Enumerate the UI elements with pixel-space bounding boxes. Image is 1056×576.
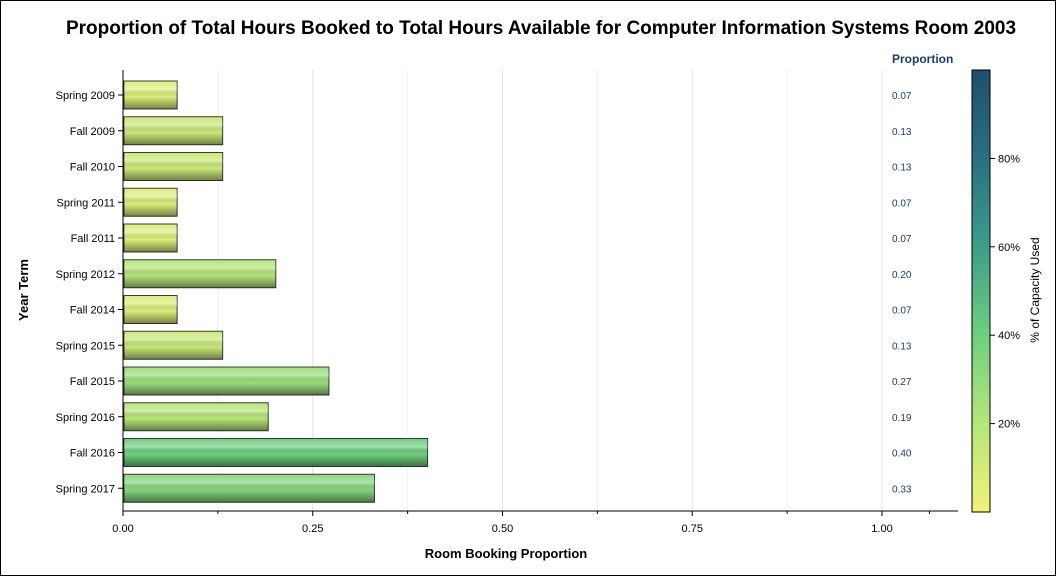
x-tick-label: 0.25 — [302, 523, 323, 535]
gridlines — [217, 70, 883, 511]
data-label: 0.07 — [892, 198, 912, 209]
bar-shading — [124, 331, 223, 360]
color-scale-tick-label: 80% — [998, 153, 1020, 165]
data-label: 0.27 — [892, 377, 912, 388]
y-tick-label: Fall 2016 — [70, 448, 115, 460]
x-tick-label: 0.75 — [682, 523, 703, 535]
bar-shading — [124, 474, 375, 503]
y-tick-label: Fall 2014 — [70, 305, 115, 317]
y-tick-labels: Spring 2009 Fall 2009 Fall 2010 Spring 2011… — [56, 90, 123, 495]
data-label: 0.07 — [892, 234, 912, 245]
color-scale-ticks: 20% 40% 60% 80% — [990, 153, 1020, 431]
bar-shading — [124, 438, 428, 467]
bar-shading — [124, 402, 269, 431]
color-scale-tick-label: 20% — [998, 419, 1020, 431]
y-tick-label: Fall 2009 — [70, 126, 115, 138]
x-tick-labels: 0.00 0.25 0.50 0.75 1.00 — [112, 511, 930, 535]
bar-shading — [124, 367, 329, 395]
bar-shading — [124, 152, 223, 181]
y-tick-label: Spring 2012 — [56, 269, 115, 281]
data-label: 0.07 — [892, 306, 912, 317]
bar-shading — [124, 295, 178, 324]
bar-shading — [124, 116, 223, 145]
x-tick-label: 0.00 — [112, 523, 133, 535]
data-label: 0.19 — [892, 413, 912, 424]
y-tick-label: Fall 2010 — [70, 162, 115, 174]
x-tick-label: 0.50 — [492, 523, 513, 535]
bars — [123, 80, 429, 503]
y-tick-label: Spring 2017 — [56, 483, 115, 495]
color-scale-title: % of Capacity Used — [1028, 237, 1042, 342]
y-tick-label: Fall 2015 — [70, 376, 115, 388]
data-label: 0.40 — [892, 449, 912, 460]
data-label: 0.13 — [892, 163, 912, 174]
data-label: 0.13 — [892, 341, 912, 352]
data-label: 0.13 — [892, 127, 912, 138]
color-scale-tick-label: 40% — [998, 330, 1020, 342]
color-scale-bar — [971, 69, 991, 513]
chart-title: Proportion of Total Hours Booked to Tota… — [66, 18, 1016, 39]
data-label-header: Proportion — [892, 52, 953, 66]
y-axis-title: Year Term — [16, 259, 31, 321]
y-tick-label: Spring 2009 — [56, 90, 115, 102]
data-label: 0.07 — [892, 91, 912, 102]
y-tick-label: Spring 2016 — [56, 412, 115, 424]
y-tick-label: Spring 2015 — [56, 340, 115, 352]
y-tick-label: Spring 2011 — [56, 197, 115, 209]
bar-shading — [124, 188, 178, 217]
bar-shading — [124, 81, 178, 109]
color-scale-tick-label: 60% — [998, 242, 1020, 254]
data-label: 0.20 — [892, 270, 912, 281]
bar-shading — [124, 224, 178, 252]
y-tick-label: Fall 2011 — [71, 233, 115, 245]
data-label: 0.33 — [892, 484, 912, 495]
x-tick-label: 1.00 — [871, 523, 892, 535]
bar-shading — [124, 259, 276, 288]
data-labels: 0.07 0.13 0.13 0.07 0.07 0.20 0.07 0.13 0.27 0.19… — [892, 91, 912, 495]
x-axis-title: Room Booking Proportion — [425, 546, 588, 561]
